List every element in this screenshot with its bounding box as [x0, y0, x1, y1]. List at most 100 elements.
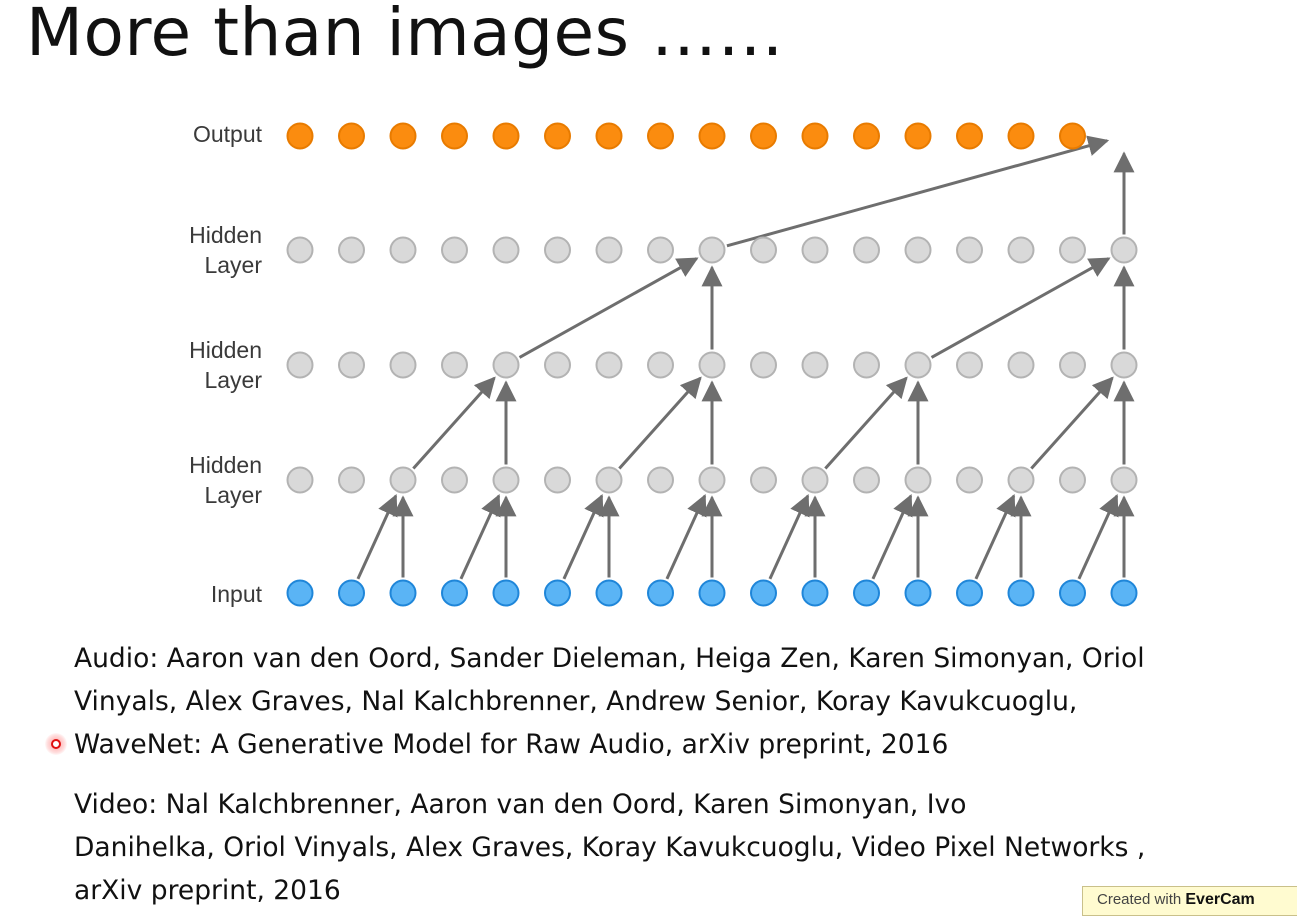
- input-node: [801, 579, 829, 607]
- edge-input-to-hidden1: [665, 494, 707, 580]
- hidden-layer-3-node: [1110, 236, 1138, 264]
- hidden-layer-2-node: [338, 351, 365, 379]
- nodes-group: [286, 122, 1138, 607]
- hidden-layer-3-node: [389, 236, 417, 264]
- hidden-layer-2-node: [801, 351, 829, 379]
- hidden-layer-3-node: [1007, 236, 1035, 264]
- hidden-layer-3-node: [904, 236, 932, 264]
- edge-hidden1-to-hidden2: [412, 376, 496, 470]
- output-node: [904, 122, 932, 150]
- edge-hidden1-to-hidden2: [824, 376, 908, 470]
- hidden-layer-1-node: [801, 466, 829, 494]
- hidden-layer-2-node: [441, 351, 468, 379]
- edge-hidden1-to-hidden2: [618, 376, 702, 470]
- label-hidden-3-line2: Layer: [204, 252, 262, 278]
- hidden-layer-2-node: [544, 351, 571, 379]
- slide-title: More than images ……: [26, 0, 784, 71]
- hidden-layer-3-node: [286, 236, 314, 264]
- hidden-layer-3-node: [750, 236, 777, 264]
- hidden-layer-1-node: [647, 466, 674, 494]
- hidden-layer-2-node: [1059, 351, 1086, 379]
- output-node: [801, 122, 829, 150]
- hidden-layer-1-node: [389, 466, 417, 494]
- hidden-layer-1-node: [595, 466, 623, 494]
- input-node: [544, 579, 571, 607]
- input-node: [441, 579, 468, 607]
- input-node: [595, 579, 623, 607]
- output-node: [956, 122, 983, 150]
- hidden-layer-2-node: [956, 351, 983, 379]
- output-node: [595, 122, 623, 150]
- hidden-layer-3-node: [1059, 236, 1086, 264]
- output-node: [544, 122, 571, 150]
- input-node: [1059, 579, 1086, 607]
- audio-reference: Audio: Aaron van den Oord, Sander Dielem…: [74, 637, 1145, 766]
- output-node: [492, 122, 520, 150]
- edge-hidden2-to-hidden3: [930, 257, 1111, 359]
- hidden-layer-1-node: [1007, 466, 1035, 494]
- hidden-layer-1-node: [338, 466, 365, 494]
- output-node: [441, 122, 468, 150]
- edge-input-to-hidden1: [459, 494, 501, 580]
- edge-input-to-hidden1: [768, 494, 810, 580]
- hidden-layer-2-node: [1110, 351, 1138, 379]
- hidden-layer-1-node: [544, 466, 571, 494]
- hidden-layer-3-node: [595, 236, 623, 264]
- hidden-layer-1-node: [698, 466, 726, 494]
- hidden-layer-3-node: [647, 236, 674, 264]
- label-input: Input: [211, 581, 263, 607]
- hidden-layer-1-node: [1059, 466, 1086, 494]
- output-node: [698, 122, 726, 150]
- hidden-layer-3-node: [338, 236, 365, 264]
- hidden-layer-3-node: [544, 236, 571, 264]
- input-node: [698, 579, 726, 607]
- hidden-layer-1-node: [904, 466, 932, 494]
- output-node: [1007, 122, 1035, 150]
- watermark-prefix: Created with: [1097, 891, 1186, 908]
- input-node: [750, 579, 777, 607]
- edge-hidden2-to-hidden3: [518, 257, 699, 359]
- edge-input-to-hidden1: [974, 494, 1016, 580]
- input-node: [492, 579, 520, 607]
- audio-reference-line-2: Vinyals, Alex Graves, Nal Kalchbrenner, …: [74, 686, 1078, 717]
- input-node: [338, 579, 365, 607]
- output-node: [853, 122, 880, 150]
- wavenet-dilated-convolution-diagram: Output Hidden Layer Hidden Layer Hidden …: [189, 121, 1138, 607]
- hidden-layer-1-node: [286, 466, 314, 494]
- hidden-layer-2-node: [1007, 351, 1035, 379]
- audio-reference-line-3: WaveNet: A Generative Model for Raw Audi…: [74, 729, 949, 760]
- input-node: [1110, 579, 1138, 607]
- hidden-layer-1-node: [750, 466, 777, 494]
- hidden-layer-2-node: [904, 351, 932, 379]
- hidden-layer-2-node: [698, 351, 726, 379]
- hidden-layer-2-node: [647, 351, 674, 379]
- label-hidden-1-line2: Layer: [204, 482, 262, 508]
- edges-group: [356, 135, 1135, 580]
- video-reference-line-3: arXiv preprint, 2016: [74, 875, 341, 906]
- input-node: [1007, 579, 1035, 607]
- video-reference-line-2: Danihelka, Oriol Vinyals, Alex Graves, K…: [74, 832, 1146, 863]
- label-hidden-1-line1: Hidden: [189, 452, 262, 478]
- output-node: [286, 122, 314, 150]
- hidden-layer-3-node: [956, 236, 983, 264]
- hidden-layer-2-node: [492, 351, 520, 379]
- input-node: [286, 579, 314, 607]
- edge-input-to-hidden1: [1077, 494, 1119, 580]
- input-node: [956, 579, 983, 607]
- edge-input-to-hidden1: [871, 494, 913, 580]
- edge-hidden3-to-output: [726, 135, 1110, 248]
- input-node: [647, 579, 674, 607]
- output-node: [750, 122, 777, 150]
- hidden-layer-1-node: [441, 466, 468, 494]
- hidden-layer-1-node: [492, 466, 520, 494]
- label-hidden-2-line2: Layer: [204, 367, 262, 393]
- input-node: [389, 579, 417, 607]
- input-node: [904, 579, 932, 607]
- hidden-layer-2-node: [286, 351, 314, 379]
- output-node: [389, 122, 417, 150]
- hidden-layer-2-node: [750, 351, 777, 379]
- hidden-layer-3-node: [853, 236, 880, 264]
- hidden-layer-3-node: [801, 236, 829, 264]
- watermark-brand: EverCam: [1185, 891, 1255, 908]
- label-output: Output: [193, 121, 263, 147]
